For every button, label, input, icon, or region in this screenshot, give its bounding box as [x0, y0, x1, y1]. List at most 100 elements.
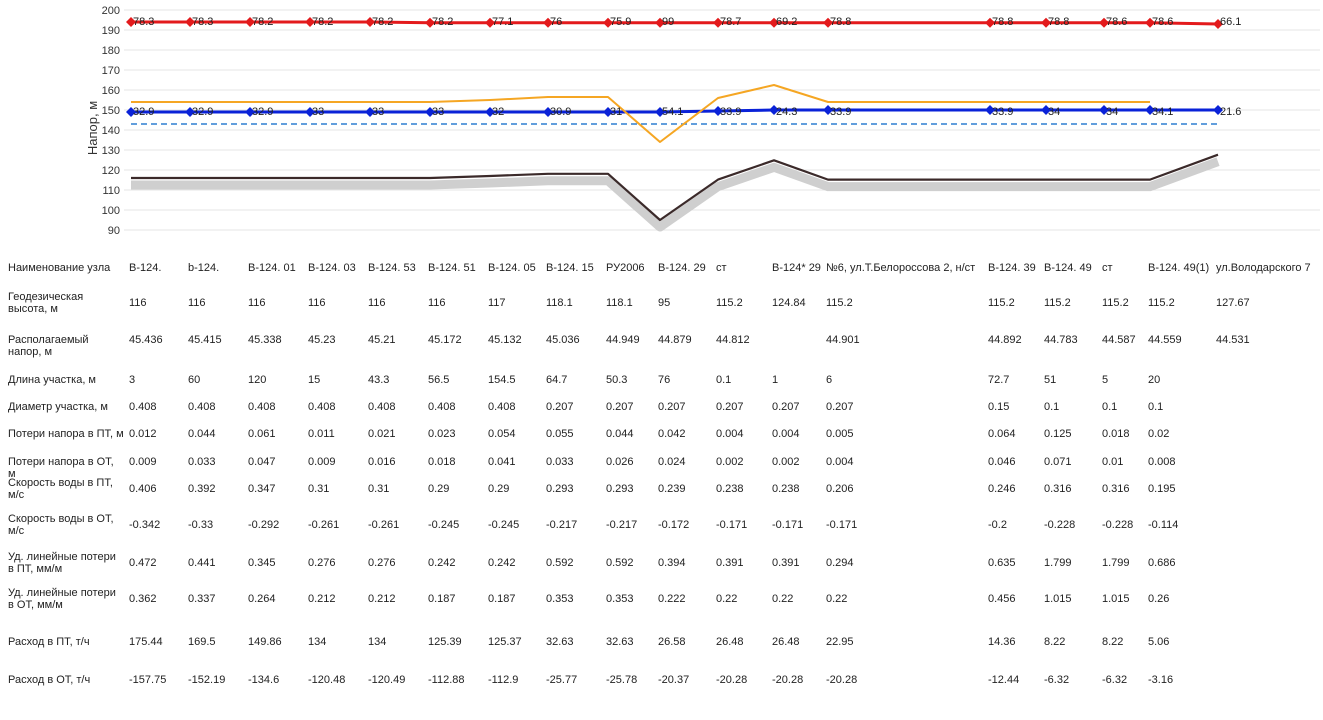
table-cell: 44.879 — [658, 334, 692, 346]
table-cell: 0.345 — [248, 557, 276, 569]
table-cell: 0.016 — [368, 456, 396, 468]
table-cell: 44.531 — [1216, 334, 1250, 346]
supply-data-label: 77.1 — [492, 16, 513, 28]
table-cell: 0.055 — [546, 428, 574, 440]
table-cell: 0.02 — [1148, 428, 1170, 440]
head-profile-chart: 90 100 110 120 130 140 150 160 170 180 190 200 Напо… — [85, 5, 1320, 237]
return-marker — [1099, 105, 1109, 115]
chart-grid — [124, 9, 1320, 231]
piezo-data-label: 33 — [372, 106, 384, 118]
table-cell: 124.84 — [772, 297, 806, 309]
table-cell: 45.21 — [368, 334, 396, 346]
supply-marker — [365, 17, 375, 27]
table-cell: 0.353 — [606, 593, 634, 605]
table-cell: 115.2 — [1102, 297, 1129, 309]
table-cell: 0.22 — [716, 593, 738, 605]
table-cell: 0.033 — [546, 456, 574, 468]
table-cell: 0.207 — [658, 401, 686, 413]
piezo-data-label: 32.9 — [192, 106, 213, 118]
table-cell: 44.892 — [988, 334, 1022, 346]
supply-marker — [245, 17, 255, 27]
table-cell: 134 — [368, 636, 387, 648]
supply-data-label: 76 — [550, 16, 562, 28]
supply-marker — [603, 17, 613, 28]
supply-line — [131, 20, 1219, 26]
table-cell: 8.22 — [1102, 636, 1124, 648]
table-cell: -6.32 — [1102, 674, 1128, 686]
table-cell: 0.026 — [606, 456, 634, 468]
table-cell: 45.338 — [248, 334, 282, 346]
table-cell: -0.171 — [772, 519, 804, 531]
table-cell: 0.054 — [488, 428, 516, 440]
table-cell: 0.316 — [1102, 483, 1130, 495]
table-cell: 0.009 — [308, 456, 336, 468]
supply-marker — [543, 17, 553, 28]
table-cell: -12.44 — [988, 674, 1020, 686]
table-cell: В-124. 01 — [248, 262, 296, 274]
table-row-label: Длина участка, м — [8, 374, 96, 386]
table-cell: 32.63 — [606, 636, 634, 648]
piezo-data-label: 32.9 — [133, 106, 154, 118]
table-cell: 1 — [772, 374, 779, 386]
table-cell: 45.23 — [308, 334, 336, 346]
table-cell: -25.78 — [606, 674, 638, 686]
piezo-data-label: 33.9 — [720, 106, 741, 118]
return-marker — [713, 106, 723, 116]
return-marker — [985, 105, 995, 115]
supply-line-series — [126, 17, 1223, 29]
supply-data-label: 78.3 — [192, 16, 213, 28]
table-cell: 64.7 — [546, 374, 568, 386]
table-cell: В-124. 49(1) — [1148, 262, 1210, 274]
table-cell: В-124. 51 — [428, 262, 476, 274]
table-cell: 0.018 — [1102, 428, 1130, 440]
table-cell: 0.064 — [988, 428, 1016, 440]
table-cell: 0.337 — [188, 593, 216, 605]
table-cell: 0.125 — [1044, 428, 1072, 440]
table-cell: В-124. 29 — [658, 262, 706, 274]
table-cell: 0.207 — [716, 401, 744, 413]
table-cell: 154.5 — [488, 374, 516, 386]
table-cell: 1.015 — [1102, 593, 1130, 605]
table-cell: 0.047 — [248, 456, 276, 468]
table-cell: 0.293 — [546, 483, 574, 495]
table-cell: 0.408 — [368, 401, 396, 413]
table-cell: 72.7 — [988, 374, 1010, 386]
supply-data-label: 78.6 — [1106, 16, 1127, 28]
piezo-data-label: 31 — [610, 106, 622, 118]
supply-marker — [1041, 17, 1051, 28]
supply-data-label: 78.2 — [252, 16, 273, 28]
table-cell: 149.86 — [248, 636, 282, 648]
y-axis-label: Напор, м — [85, 101, 100, 155]
supply-data-label: 78.8 — [830, 16, 851, 28]
table-cell: 95 — [658, 297, 671, 309]
return-marker — [1041, 105, 1051, 115]
table-cell: -0.171 — [826, 519, 858, 531]
supply-data-label: 99 — [662, 16, 674, 28]
table-cell: 120 — [248, 374, 267, 386]
table-cell: 125.37 — [488, 636, 522, 648]
table-cell: 0.276 — [308, 557, 336, 569]
supply-data-label: 78.2 — [312, 16, 333, 28]
table-cell: 0.316 — [1044, 483, 1072, 495]
table-cell: ст — [1102, 262, 1113, 274]
table-cell: 0.686 — [1148, 557, 1176, 569]
table-cell: 0.024 — [658, 456, 686, 468]
piezo-data-label: 32 — [492, 106, 504, 118]
table-cell: 0.408 — [488, 401, 516, 413]
table-row-label: Уд. линейные потери в ОТ, мм/м — [8, 587, 116, 611]
table-cell: В-124* 29 — [772, 262, 821, 274]
table-cell: 116 — [428, 297, 446, 309]
table-cell: -0.245 — [488, 519, 520, 531]
table-cell: -0.228 — [1102, 519, 1134, 531]
table-cell: -0.261 — [308, 519, 340, 531]
table-cell: 0.008 — [1148, 456, 1176, 468]
terrain-line — [131, 153, 1219, 222]
table-cell: В-124. 05 — [488, 262, 536, 274]
table-cell: 60 — [188, 374, 201, 386]
table-cell: -157.75 — [129, 674, 167, 686]
supply-marker — [985, 17, 995, 28]
return-marker — [305, 107, 315, 117]
table-row-label: Скорость воды в ПТ, м/с — [8, 477, 113, 501]
piezometric-line — [131, 84, 1150, 143]
table-cell: -6.32 — [1044, 674, 1070, 686]
